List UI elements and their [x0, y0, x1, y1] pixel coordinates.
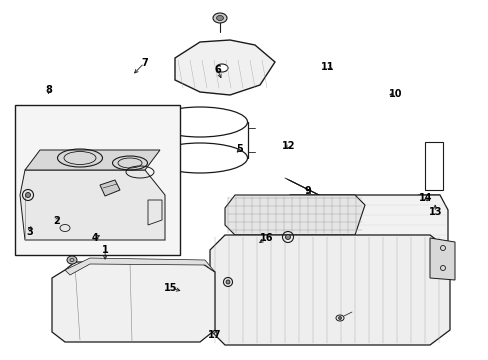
Text: 9: 9 — [304, 186, 311, 196]
Polygon shape — [65, 258, 215, 275]
Polygon shape — [25, 150, 160, 170]
Text: 7: 7 — [141, 58, 147, 68]
Text: 2: 2 — [53, 216, 60, 226]
Text: 6: 6 — [214, 65, 221, 75]
Text: 4: 4 — [92, 233, 99, 243]
Ellipse shape — [67, 256, 77, 264]
Text: 16: 16 — [259, 233, 273, 243]
Text: 14: 14 — [418, 193, 431, 203]
Ellipse shape — [338, 316, 341, 320]
Polygon shape — [429, 238, 454, 280]
Ellipse shape — [213, 13, 226, 23]
Text: 13: 13 — [427, 207, 441, 217]
Polygon shape — [175, 40, 274, 95]
Ellipse shape — [225, 280, 229, 284]
Polygon shape — [417, 195, 439, 210]
Polygon shape — [52, 262, 215, 342]
Ellipse shape — [216, 15, 223, 21]
Text: 12: 12 — [281, 141, 295, 151]
Text: 10: 10 — [388, 89, 402, 99]
Ellipse shape — [25, 193, 30, 198]
Text: 17: 17 — [208, 330, 222, 340]
Text: 1: 1 — [102, 245, 108, 255]
Polygon shape — [100, 180, 120, 196]
Bar — [424, 142, 442, 190]
Polygon shape — [224, 195, 364, 235]
Text: 3: 3 — [26, 227, 33, 237]
Text: 8: 8 — [45, 85, 52, 95]
Bar — [15, 105, 180, 255]
Text: 5: 5 — [236, 144, 243, 154]
Text: 11: 11 — [320, 62, 334, 72]
Ellipse shape — [216, 64, 227, 72]
Text: 15: 15 — [164, 283, 178, 293]
Ellipse shape — [285, 234, 290, 239]
Polygon shape — [278, 195, 447, 318]
Polygon shape — [20, 170, 164, 240]
Polygon shape — [209, 235, 449, 345]
